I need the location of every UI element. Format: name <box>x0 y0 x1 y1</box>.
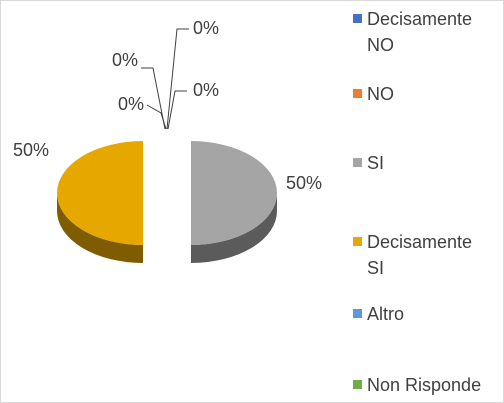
legend-label: Decisamente NO <box>367 9 473 55</box>
legend-label: SI <box>367 153 385 173</box>
data-label: 0% <box>112 50 138 70</box>
legend-item: Decisamente SI <box>353 229 483 281</box>
leader-line <box>141 67 166 130</box>
legend-label: Decisamente SI <box>367 232 473 278</box>
legend-swatch <box>353 158 362 167</box>
leader-line <box>146 104 167 130</box>
legend-item: Non Risponde <box>353 372 483 398</box>
legend-swatch <box>353 309 362 318</box>
data-label: 0% <box>193 18 219 38</box>
slice-side <box>57 193 143 263</box>
data-label: 50% <box>286 173 322 193</box>
legend-swatch <box>353 89 362 98</box>
data-label: 0% <box>118 94 144 114</box>
legend-label: Non Risponde <box>367 375 482 395</box>
legend-item: Decisamente NO <box>353 6 483 58</box>
data-label: 0% <box>193 80 219 100</box>
data-label: 50% <box>13 140 49 160</box>
legend-item: SI <box>353 150 483 176</box>
legend-item: NO <box>353 81 483 107</box>
legend-label: Altro <box>367 304 405 324</box>
legend-label: NO <box>367 84 394 104</box>
legend-swatch <box>353 380 362 389</box>
slice <box>191 141 277 245</box>
leader-line <box>167 90 187 130</box>
slice <box>57 141 143 245</box>
legend-item: Altro <box>353 301 483 327</box>
leader-line <box>166 28 189 130</box>
legend-swatch <box>353 237 362 246</box>
slice-side <box>191 193 277 263</box>
legend-swatch <box>353 14 362 23</box>
